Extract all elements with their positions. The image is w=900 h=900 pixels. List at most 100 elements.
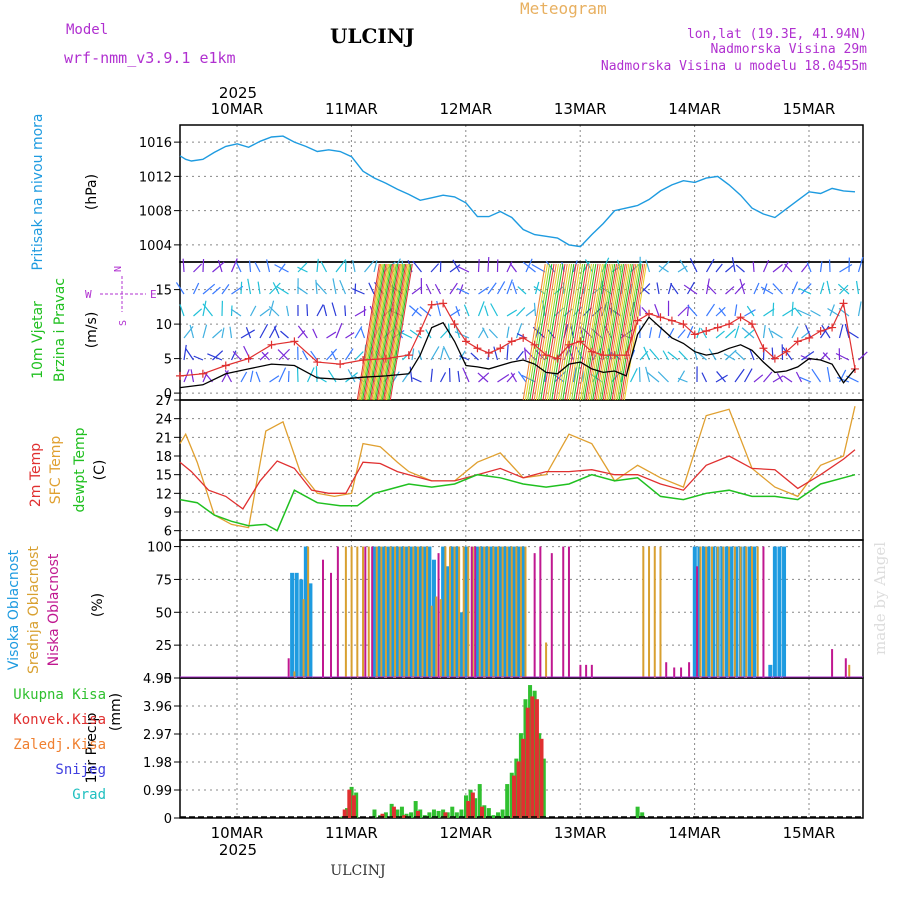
wind-streak <box>595 263 619 401</box>
cloud-bar <box>372 546 377 678</box>
wind-streak <box>373 263 397 401</box>
precip-bar <box>459 809 464 818</box>
wind-arrow <box>517 286 527 295</box>
wind-arrow <box>235 262 242 273</box>
wind-arrow <box>272 282 280 295</box>
wind-arrow <box>364 260 375 273</box>
wind-arrow <box>770 330 783 339</box>
wind-arrow <box>419 306 432 317</box>
wind-arrow <box>706 284 717 295</box>
wind-arrow <box>760 286 774 295</box>
cloud-bar <box>418 546 423 678</box>
wind-arrow <box>409 329 422 339</box>
temp-ylabel-2: SFC Temp <box>48 436 64 505</box>
precip-bar <box>454 812 459 818</box>
gust-marker <box>679 320 688 329</box>
gust-marker <box>782 347 791 356</box>
pressure-unit: (hPa) <box>84 174 100 210</box>
y-tick-label: 2.97 <box>143 728 172 743</box>
wind-arrow <box>496 281 506 295</box>
temp-ylabel-3: dewpt Temp <box>72 427 88 512</box>
cloud-bar <box>381 546 386 678</box>
wind-arrow <box>753 282 760 295</box>
wind-ylabel-1: 10m Vjetar <box>30 301 46 379</box>
cloud-bar <box>701 546 706 678</box>
cloud-bar <box>696 566 699 678</box>
wind-streak <box>372 263 396 401</box>
cloud-bar <box>642 546 645 678</box>
wind-arrow <box>320 261 328 273</box>
cloud-bar <box>562 546 565 678</box>
wind-arrow <box>192 282 200 295</box>
wind-arrow <box>240 329 255 339</box>
cloud-bar <box>515 546 518 678</box>
wind-arrow <box>352 288 365 295</box>
wind-arrow <box>202 283 216 295</box>
wind-arrow <box>280 330 289 339</box>
precip-bar <box>534 699 539 818</box>
wind-streak <box>535 263 559 401</box>
wind-arrow <box>791 301 794 317</box>
wind-arrow <box>302 350 309 361</box>
precip-bar <box>486 808 491 818</box>
wind-arrow <box>442 345 451 361</box>
wind-streak <box>602 263 626 401</box>
cloud-bar <box>439 599 442 678</box>
wind-arrow <box>326 331 337 339</box>
wind-arrow <box>649 348 660 361</box>
cloud-bar <box>416 546 419 678</box>
wind-arrow <box>607 348 613 361</box>
y-tick-label: 6 <box>164 525 172 540</box>
precip-bar <box>466 801 471 818</box>
cloud-bar <box>307 546 310 678</box>
wind-arrow <box>449 264 461 273</box>
cloud-bar <box>688 662 691 678</box>
cloud-bar <box>653 546 656 678</box>
wind-arrow <box>230 258 238 273</box>
precip-bar <box>372 809 377 818</box>
gust-marker <box>576 337 585 346</box>
wind-arrow <box>278 348 290 361</box>
wind-arrow <box>276 286 289 295</box>
cloud-bar <box>489 546 494 678</box>
wind-arrow <box>725 264 734 273</box>
wind-arrow <box>645 366 651 383</box>
wind-arrow <box>749 349 755 361</box>
wind-arrow <box>725 328 736 339</box>
wind-arrow <box>772 302 775 317</box>
wind-arrow <box>648 327 653 339</box>
precip-bar <box>468 789 473 818</box>
gust-marker <box>667 316 676 325</box>
precip-bar <box>505 784 510 818</box>
y-tick-label: 24 <box>155 413 172 428</box>
wind-arrow <box>259 323 269 339</box>
y-tick-label: 0 <box>164 387 172 402</box>
wind-arrow <box>409 366 413 383</box>
cloud-bar <box>716 546 719 678</box>
wind-arrow <box>746 305 755 317</box>
gust-marker <box>359 355 368 364</box>
temp-2m-line <box>179 449 856 510</box>
wind-arrow <box>412 260 422 273</box>
bottom-date-label: 11MAR <box>325 824 378 842</box>
wind-streak <box>583 263 607 401</box>
y-tick-label: 1008 <box>139 205 172 220</box>
cloud-bar <box>680 667 683 678</box>
precip-bar <box>470 792 475 818</box>
gust-marker <box>713 323 722 332</box>
cloud-bar <box>398 546 401 678</box>
wind-arrow <box>462 367 470 383</box>
precip-bar <box>383 812 388 818</box>
wind-streak <box>524 263 548 401</box>
wind-arrow <box>459 355 470 361</box>
cloud-bar <box>394 546 397 678</box>
cloud-bar <box>430 605 433 678</box>
wind-arrow <box>820 352 828 361</box>
wind-streak <box>606 263 630 401</box>
wind-arrow <box>725 349 737 361</box>
precip-bar <box>342 809 347 818</box>
dewpt-temp-line <box>179 473 856 532</box>
precip-bar <box>409 812 414 818</box>
precip-bar <box>418 809 423 818</box>
wind-arrow <box>506 309 518 317</box>
